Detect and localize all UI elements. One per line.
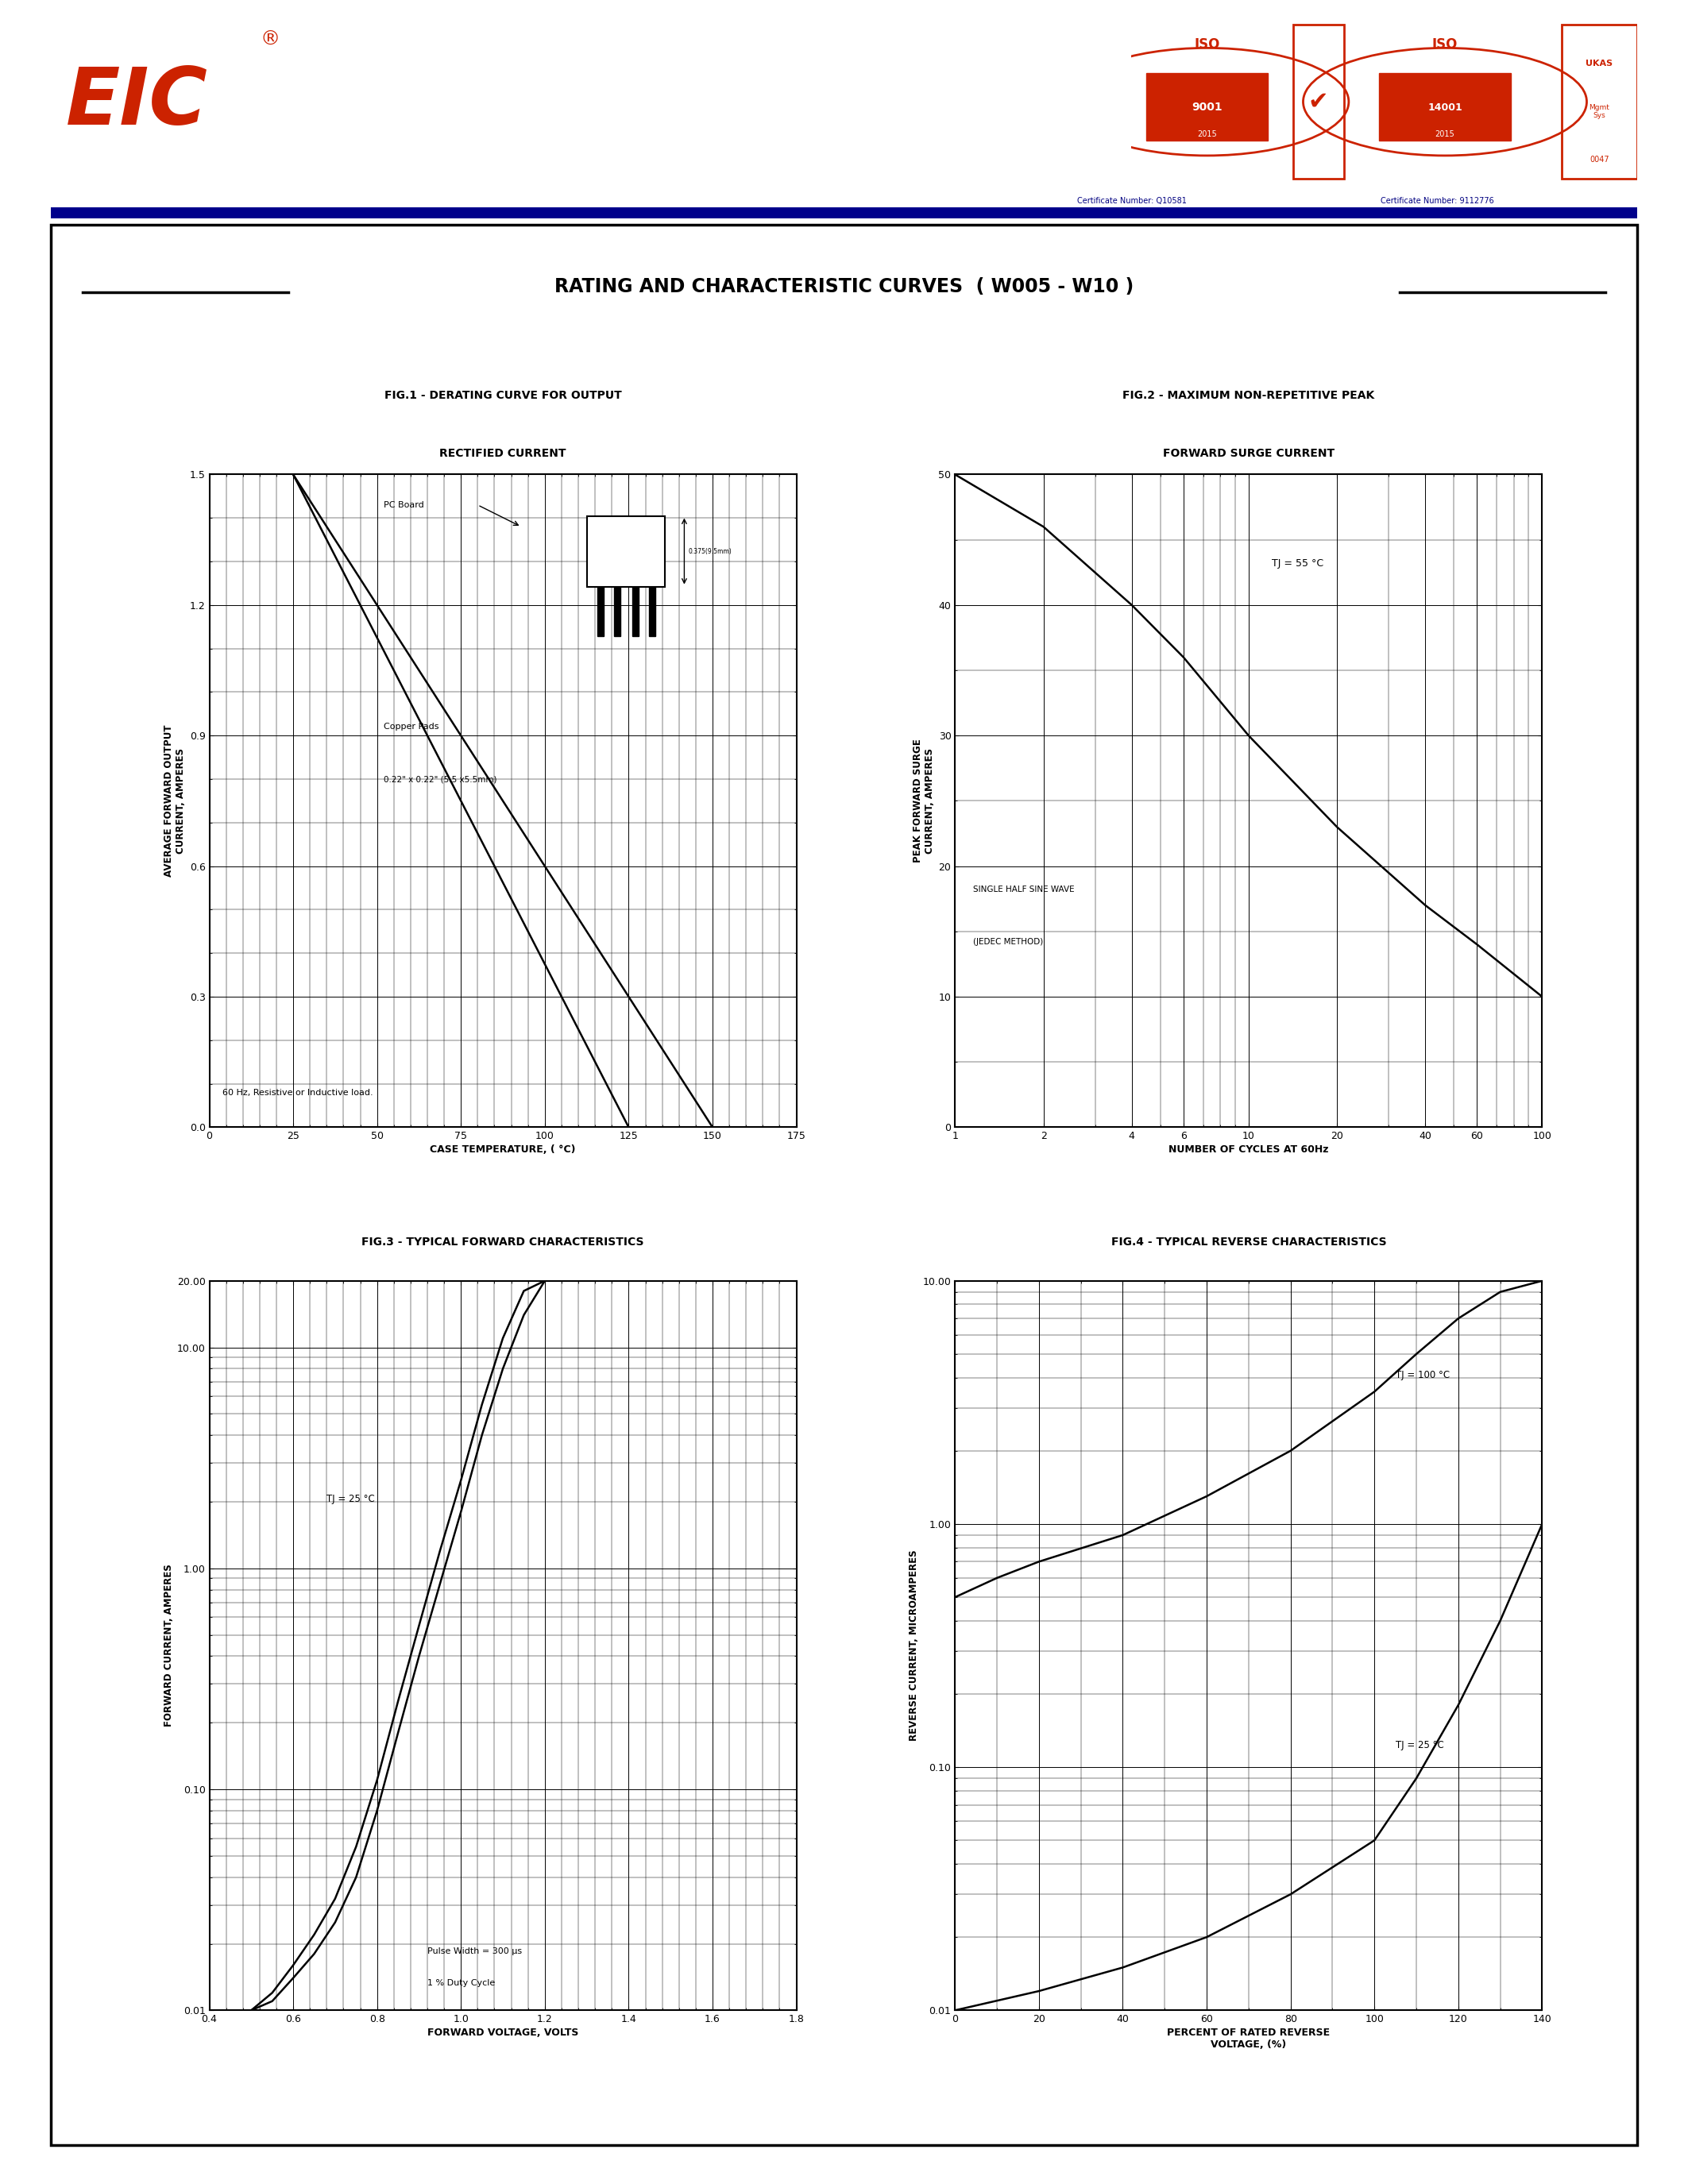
Text: EIC: EIC: [66, 63, 208, 142]
Y-axis label: REVERSE CURRENT, MICROAMPERES: REVERSE CURRENT, MICROAMPERES: [910, 1551, 920, 1741]
Y-axis label: AVERAGE FORWARD OUTPUT
CURRENT, AMPERES: AVERAGE FORWARD OUTPUT CURRENT, AMPERES: [164, 725, 186, 878]
Text: TJ = 25 °C: TJ = 25 °C: [1396, 1741, 1443, 1749]
Bar: [1561, 24, 1637, 179]
Text: Copper Pads: Copper Pads: [383, 723, 439, 732]
Text: ISO: ISO: [1431, 37, 1458, 50]
Text: 14001: 14001: [1428, 103, 1462, 114]
Text: FIG.4 - TYPICAL REVERSE CHARACTERISTICS: FIG.4 - TYPICAL REVERSE CHARACTERISTICS: [1111, 1236, 1386, 1247]
Text: 9001: 9001: [1192, 103, 1222, 114]
X-axis label: FORWARD VOLTAGE, VOLTS: FORWARD VOLTAGE, VOLTS: [427, 2027, 579, 2038]
Text: TJ = 25 °C: TJ = 25 °C: [327, 1494, 375, 1505]
Bar: [1146, 72, 1268, 140]
X-axis label: PERCENT OF RATED REVERSE
VOLTAGE, (%): PERCENT OF RATED REVERSE VOLTAGE, (%): [1166, 2027, 1330, 2051]
Text: 60 Hz, Resistive or Inductive load.: 60 Hz, Resistive or Inductive load.: [223, 1090, 373, 1096]
Y-axis label: PEAK FORWARD SURGE
CURRENT, AMPERES: PEAK FORWARD SURGE CURRENT, AMPERES: [913, 738, 935, 863]
Text: 0047: 0047: [1590, 155, 1609, 164]
Y-axis label: FORWARD CURRENT, AMPERES: FORWARD CURRENT, AMPERES: [164, 1564, 174, 1728]
Text: FORWARD SURGE CURRENT: FORWARD SURGE CURRENT: [1163, 448, 1335, 459]
Text: ISO: ISO: [1193, 37, 1220, 50]
Text: 2015: 2015: [1197, 131, 1217, 138]
Text: Mgmt
Sys: Mgmt Sys: [1588, 103, 1610, 120]
Text: TJ = 55 °C: TJ = 55 °C: [1271, 557, 1323, 568]
Text: (JEDEC METHOD): (JEDEC METHOD): [972, 939, 1043, 946]
Text: Certificate Number: Q10581: Certificate Number: Q10581: [1077, 197, 1187, 205]
Text: SINGLE HALF SINE WAVE: SINGLE HALF SINE WAVE: [972, 887, 1074, 893]
Text: ®: ®: [260, 31, 280, 50]
Text: RECTIFIED CURRENT: RECTIFIED CURRENT: [439, 448, 565, 459]
Text: 2015: 2015: [1435, 131, 1455, 138]
Text: FIG.2 - MAXIMUM NON-REPETITIVE PEAK: FIG.2 - MAXIMUM NON-REPETITIVE PEAK: [1123, 389, 1374, 402]
Text: FIG.3 - TYPICAL FORWARD CHARACTERISTICS: FIG.3 - TYPICAL FORWARD CHARACTERISTICS: [361, 1236, 645, 1247]
Text: TJ = 100 °C: TJ = 100 °C: [1396, 1369, 1450, 1380]
Text: FIG.1 - DERATING CURVE FOR OUTPUT: FIG.1 - DERATING CURVE FOR OUTPUT: [385, 389, 621, 402]
Text: UKAS: UKAS: [1585, 59, 1614, 68]
X-axis label: NUMBER OF CYCLES AT 60Hz: NUMBER OF CYCLES AT 60Hz: [1168, 1144, 1328, 1155]
Text: 1 % Duty Cycle: 1 % Duty Cycle: [427, 1979, 495, 1987]
Text: Pulse Width = 300 μs: Pulse Width = 300 μs: [427, 1948, 522, 1955]
Text: PC Board: PC Board: [383, 500, 424, 509]
Text: 0.22" x 0.22" (5.5 x5.5mm): 0.22" x 0.22" (5.5 x5.5mm): [383, 775, 496, 784]
Text: ✔: ✔: [1308, 90, 1328, 114]
Bar: [1293, 24, 1344, 179]
Text: Certificate Number: 9112776: Certificate Number: 9112776: [1381, 197, 1494, 205]
X-axis label: CASE TEMPERATURE, ( °C): CASE TEMPERATURE, ( °C): [430, 1144, 576, 1155]
Bar: [1379, 72, 1511, 140]
Text: RATING AND CHARACTERISTIC CURVES  ( W005 - W10 ): RATING AND CHARACTERISTIC CURVES ( W005 …: [554, 277, 1134, 295]
